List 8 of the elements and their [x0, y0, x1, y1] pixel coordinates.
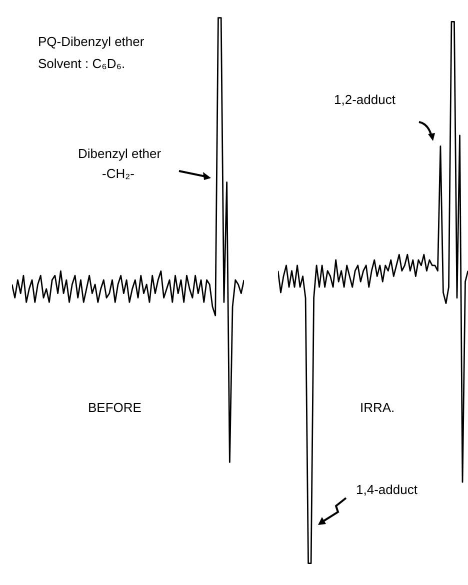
annotation: IRRA.	[360, 400, 395, 415]
annotation: 1,2-adduct	[334, 92, 396, 107]
annotation: -CH₂-	[102, 166, 134, 181]
annotation: PQ-Dibenzyl ether	[38, 34, 144, 49]
annotation: BEFORE	[88, 400, 142, 415]
annotation: Dibenzyl ether	[78, 146, 162, 161]
annotation: Solvent : C₆D₆.	[38, 56, 126, 71]
annotation: 1,4-adduct	[356, 482, 418, 497]
